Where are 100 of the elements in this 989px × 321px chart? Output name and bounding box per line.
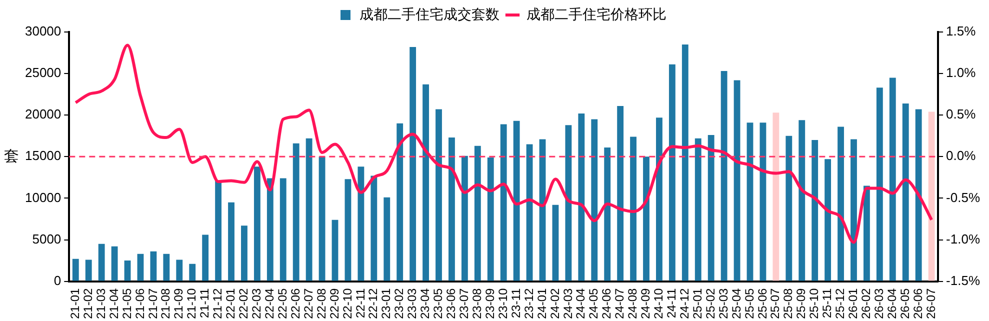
bar <box>306 138 312 281</box>
bar <box>228 202 234 281</box>
bar <box>241 226 248 281</box>
bar <box>772 112 780 281</box>
x-tick-label: 25-09 <box>794 288 808 320</box>
x-tick-label: 22-02 <box>236 288 251 320</box>
x-tick-label: 23-03 <box>405 288 420 320</box>
x-tick-label: 22-09 <box>327 288 342 320</box>
x-tick-label: 22-08 <box>314 288 328 320</box>
x-tick-label: 23-04 <box>418 288 432 320</box>
bar <box>876 88 883 281</box>
bar <box>928 112 935 281</box>
bar <box>137 254 144 281</box>
bar <box>539 139 546 281</box>
bar <box>358 166 364 281</box>
bar <box>124 260 131 281</box>
x-tick-label: 25-02 <box>703 288 718 320</box>
y2-tick-label: -0.5% <box>946 190 980 205</box>
x-tick-label: 23-10 <box>496 288 510 320</box>
x-tick-label: 25-12 <box>833 288 848 320</box>
y2-tick-label: -1.5% <box>946 272 980 288</box>
x-tick-label: 23-11 <box>508 288 523 318</box>
bar <box>254 166 260 281</box>
x-tick-label: 26-02 <box>859 288 874 320</box>
x-tick-label: 25-03 <box>716 288 730 320</box>
bar <box>410 46 416 281</box>
x-tick-label: 21-06 <box>132 288 147 320</box>
x-tick-label: 21-03 <box>94 288 108 320</box>
x-tick-label: 23-08 <box>470 288 484 320</box>
bar <box>643 156 650 281</box>
bar <box>384 197 390 281</box>
x-tick-label: 23-12 <box>522 288 536 320</box>
x-tick-label: 26-04 <box>884 288 899 320</box>
x-tick-label: 23-07 <box>457 288 471 320</box>
x-tick-label: 21-08 <box>158 288 173 320</box>
y2-tick-label: 1.0% <box>946 65 976 80</box>
y-tick-label: 30000 <box>24 24 62 39</box>
y-axis-title: 套 <box>4 148 19 165</box>
bar <box>656 118 662 281</box>
bar <box>708 135 714 281</box>
x-tick-label: 21-09 <box>172 288 186 320</box>
x-tick-label: 26-01 <box>846 288 860 320</box>
x-tick-label: 22-07 <box>301 288 316 320</box>
x-tick-label: 22-01 <box>224 288 238 320</box>
line-series <box>74 44 934 244</box>
x-tick-label: 25-07 <box>768 288 782 320</box>
bar <box>668 64 676 281</box>
bar <box>864 186 870 281</box>
x-tick-label: 21-05 <box>120 288 134 320</box>
y-tick-label: 5000 <box>32 231 62 246</box>
bar <box>720 71 728 281</box>
bar <box>344 179 352 281</box>
bar <box>111 246 118 281</box>
bar <box>838 126 844 281</box>
x-tick-label: 21-07 <box>146 288 160 320</box>
y-tick-label: 20000 <box>24 106 62 122</box>
y-tick-label: 15000 <box>24 148 62 164</box>
bar <box>734 80 740 281</box>
bar <box>448 138 455 281</box>
bar <box>461 156 468 281</box>
x-tick-label: 22-11 <box>353 288 368 318</box>
x-tick-label: 25-11 <box>820 288 834 318</box>
bar <box>215 180 222 281</box>
bar <box>604 148 611 281</box>
bar <box>332 220 338 281</box>
x-tick-label: 21-10 <box>184 288 199 320</box>
x-tick-label: 23-09 <box>482 288 497 320</box>
x-tick-label: 25-04 <box>729 288 744 320</box>
y2-tick-label: 0.0% <box>946 148 976 164</box>
x-tick-label: 24-07 <box>612 288 627 320</box>
x-tick-label: 22-10 <box>340 288 354 320</box>
bar <box>565 125 572 281</box>
x-tick-label: 24-02 <box>548 288 562 320</box>
x-tick-label: 25-01 <box>690 288 704 320</box>
x-tick-label: 25-08 <box>781 288 796 320</box>
x-tick-label: 23-05 <box>431 288 446 320</box>
bar <box>694 138 702 281</box>
bar <box>72 258 79 281</box>
x-tick-label: 25-05 <box>742 288 756 320</box>
bar <box>266 178 274 281</box>
bar <box>487 157 494 281</box>
bar <box>292 143 300 281</box>
bar <box>370 176 378 281</box>
bar <box>85 260 92 281</box>
bar <box>513 120 520 281</box>
x-tick-label: 22-05 <box>275 288 290 320</box>
y-tick-label: 25000 <box>24 65 62 80</box>
x-tick-label: 21-04 <box>106 288 121 320</box>
bar <box>189 264 196 281</box>
x-tick-label: 24-10 <box>652 288 666 320</box>
bar <box>318 156 326 281</box>
bar <box>163 254 170 281</box>
legend-label: 成都二手住宅价格环比 <box>526 6 666 22</box>
x-tick-label: 25-06 <box>755 288 770 320</box>
x-tick-label: 21-02 <box>80 288 95 320</box>
x-tick-label: 24-06 <box>600 288 614 320</box>
legend-label: 成都二手住宅成交套数 <box>360 6 500 22</box>
x-tick-label: 22-03 <box>250 288 264 320</box>
x-tick-label: 25-10 <box>807 288 822 320</box>
bar <box>474 146 481 281</box>
